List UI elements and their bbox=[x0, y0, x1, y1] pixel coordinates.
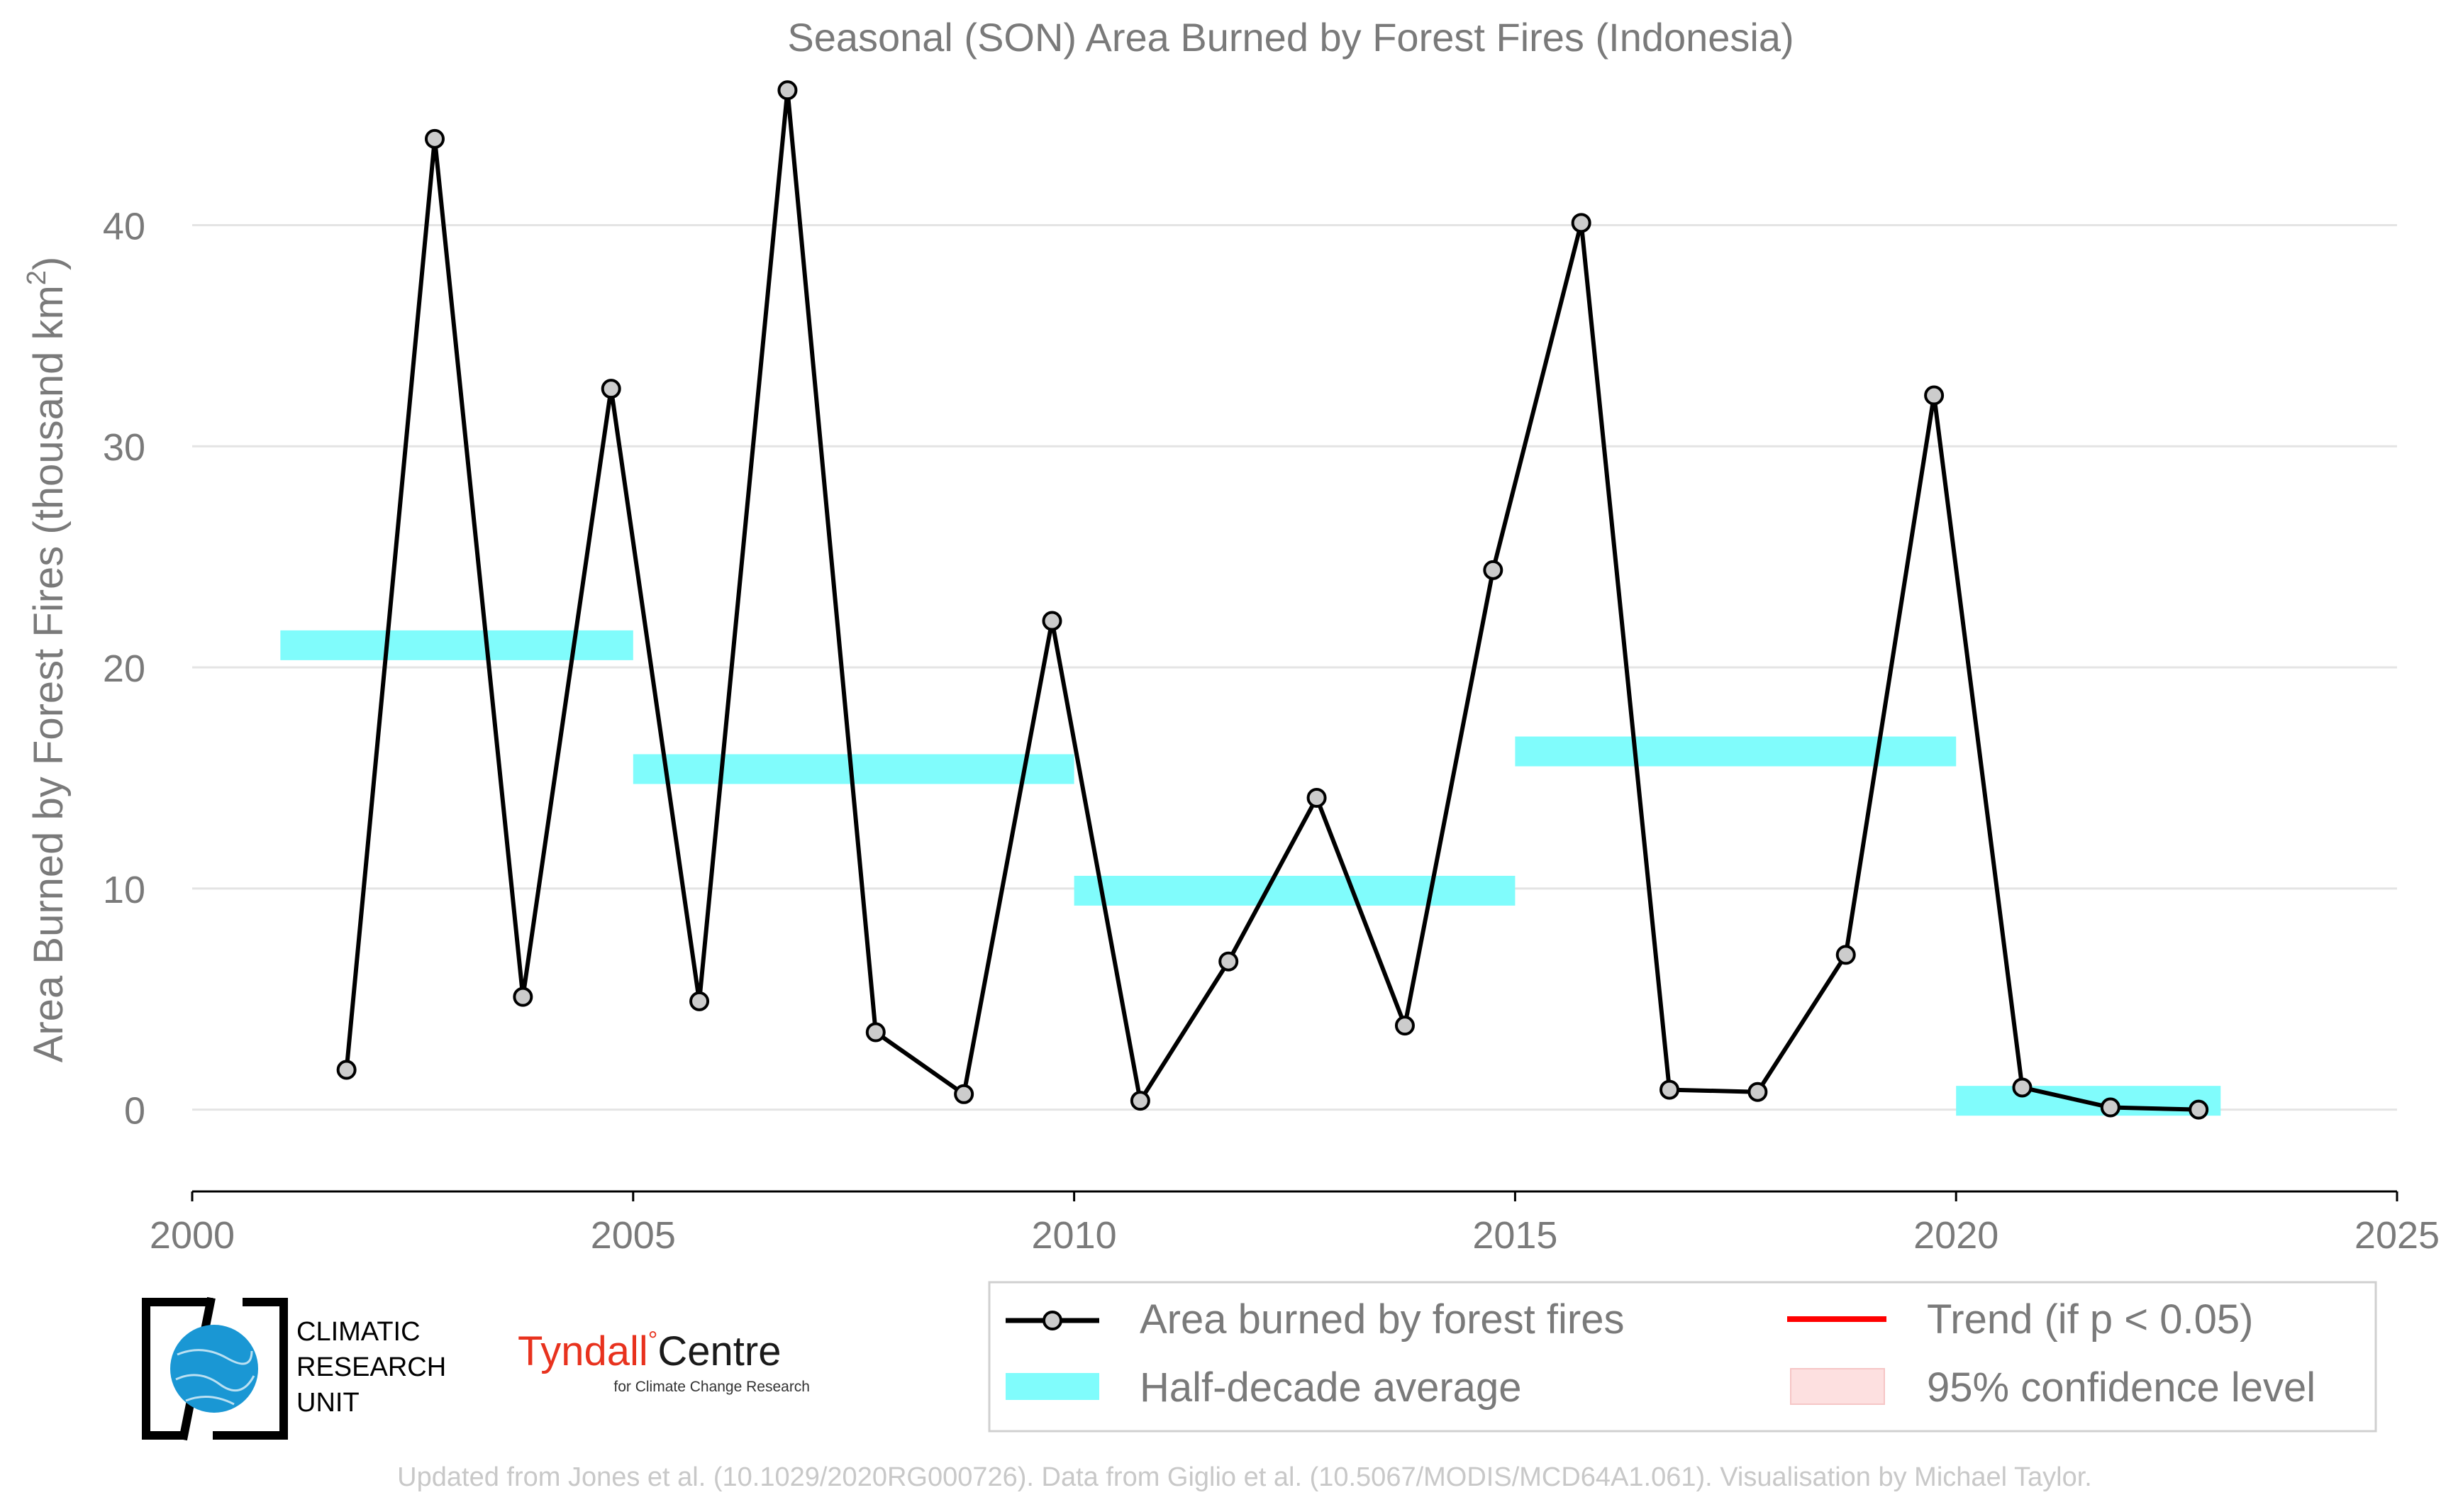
tyndall-tagline: for Climate Change Research bbox=[613, 1379, 810, 1395]
y-axis-label-end: ) bbox=[26, 257, 72, 270]
x-tick-label-2020: 2020 bbox=[1913, 1214, 1998, 1257]
data-point-10 bbox=[1218, 951, 1239, 972]
data-point-20 bbox=[2100, 1097, 2120, 1118]
legend: Area burned by forest fires Trend (if p … bbox=[988, 1281, 2377, 1433]
data-point-1 bbox=[424, 128, 445, 149]
data-point-13 bbox=[1483, 560, 1503, 580]
cru-line-1: CLIMATIC bbox=[296, 1317, 421, 1347]
data-point-17 bbox=[1835, 945, 1856, 965]
cru-bracket-right bbox=[213, 1298, 288, 1440]
data-point-12 bbox=[1394, 1016, 1415, 1036]
y-tick-label-30: 30 bbox=[103, 426, 145, 469]
data-point-18 bbox=[1924, 385, 1945, 406]
series-line bbox=[344, 88, 2199, 1112]
x-tick-label-2015: 2015 bbox=[1472, 1214, 1557, 1257]
data-point-4 bbox=[689, 991, 710, 1011]
data-point-11 bbox=[1306, 787, 1327, 808]
legend-label-area: Area burned by forest fires bbox=[1140, 1296, 1624, 1343]
half-decade-band-2015 bbox=[1515, 736, 1957, 767]
tyndall-name: Tyndall°Centre bbox=[518, 1327, 781, 1374]
half-decade-band-2001 bbox=[280, 630, 633, 660]
data-point-5 bbox=[777, 80, 798, 101]
tyndall-logo: Tyndall°Centre for Climate Change Resear… bbox=[518, 1327, 810, 1395]
x-tick-label-2010: 2010 bbox=[1032, 1214, 1117, 1257]
data-point-16 bbox=[1747, 1082, 1768, 1102]
data-point-14 bbox=[1571, 213, 1591, 233]
legend-frame bbox=[988, 1281, 2377, 1433]
series-area-burned bbox=[336, 80, 2209, 1120]
footer-credit: Updated from Jones et al. (10.1029/2020R… bbox=[397, 1462, 2092, 1492]
y-axis-label: Area Burned by Forest Fires (thousand km… bbox=[22, 257, 72, 1063]
x-tick-label-2000: 2000 bbox=[150, 1214, 235, 1257]
data-point-21 bbox=[2189, 1099, 2209, 1120]
globe-contour bbox=[175, 1349, 255, 1406]
tyndall-degree: ° bbox=[648, 1327, 658, 1354]
legend-swatch-marker bbox=[1043, 1311, 1062, 1330]
cru-line-3: UNIT bbox=[296, 1388, 360, 1418]
half-decade-bands bbox=[280, 630, 2221, 1116]
globe-icon bbox=[170, 1325, 258, 1413]
half-decade-band-2010 bbox=[1074, 875, 1516, 906]
legend-label-trend: Trend (if p < 0.05) bbox=[1927, 1296, 2253, 1343]
data-point-9 bbox=[1130, 1091, 1150, 1111]
data-point-7 bbox=[954, 1084, 974, 1104]
cru-bracket-left bbox=[142, 1298, 213, 1440]
x-axis bbox=[191, 1190, 2398, 1201]
y-tick-label-20: 20 bbox=[103, 647, 145, 690]
data-point-3 bbox=[601, 379, 621, 399]
y-tick-labels: 0 10 20 30 40 bbox=[103, 205, 145, 1132]
y-tick-label-10: 10 bbox=[103, 869, 145, 911]
data-point-2 bbox=[513, 986, 533, 1007]
legend-swatch-band bbox=[1006, 1373, 1099, 1400]
legend-swatch-ci bbox=[1790, 1368, 1885, 1405]
data-point-15 bbox=[1659, 1079, 1680, 1100]
y-tick-label-0: 0 bbox=[124, 1090, 145, 1133]
y-axis-label-sup: 2 bbox=[22, 270, 52, 285]
data-point-0 bbox=[336, 1060, 357, 1080]
data-point-6 bbox=[865, 1022, 886, 1043]
legend-label-ci: 95% confidence level bbox=[1927, 1364, 2315, 1411]
x-tick-label-2025: 2025 bbox=[2354, 1214, 2440, 1257]
y-axis-label-main: Area Burned by Forest Fires (thousand km bbox=[26, 285, 72, 1062]
x-tick-labels: 2000 2005 2010 2015 2020 2025 bbox=[150, 1214, 2440, 1257]
tyndall-name-a: Tyndall bbox=[518, 1328, 648, 1374]
data-point-8 bbox=[1042, 611, 1062, 631]
cru-logo: CLIMATIC RESEARCH UNIT bbox=[142, 1296, 446, 1441]
y-tick-label-40: 40 bbox=[103, 205, 145, 248]
x-tick-label-2005: 2005 bbox=[591, 1214, 676, 1257]
cru-line-2: RESEARCH bbox=[296, 1352, 446, 1382]
tyndall-name-b: Centre bbox=[657, 1328, 781, 1374]
legend-label-band: Half-decade average bbox=[1140, 1364, 1521, 1411]
chart-title: Seasonal (SON) Area Burned by Forest Fir… bbox=[787, 15, 1794, 60]
data-point-19 bbox=[2012, 1077, 2033, 1098]
